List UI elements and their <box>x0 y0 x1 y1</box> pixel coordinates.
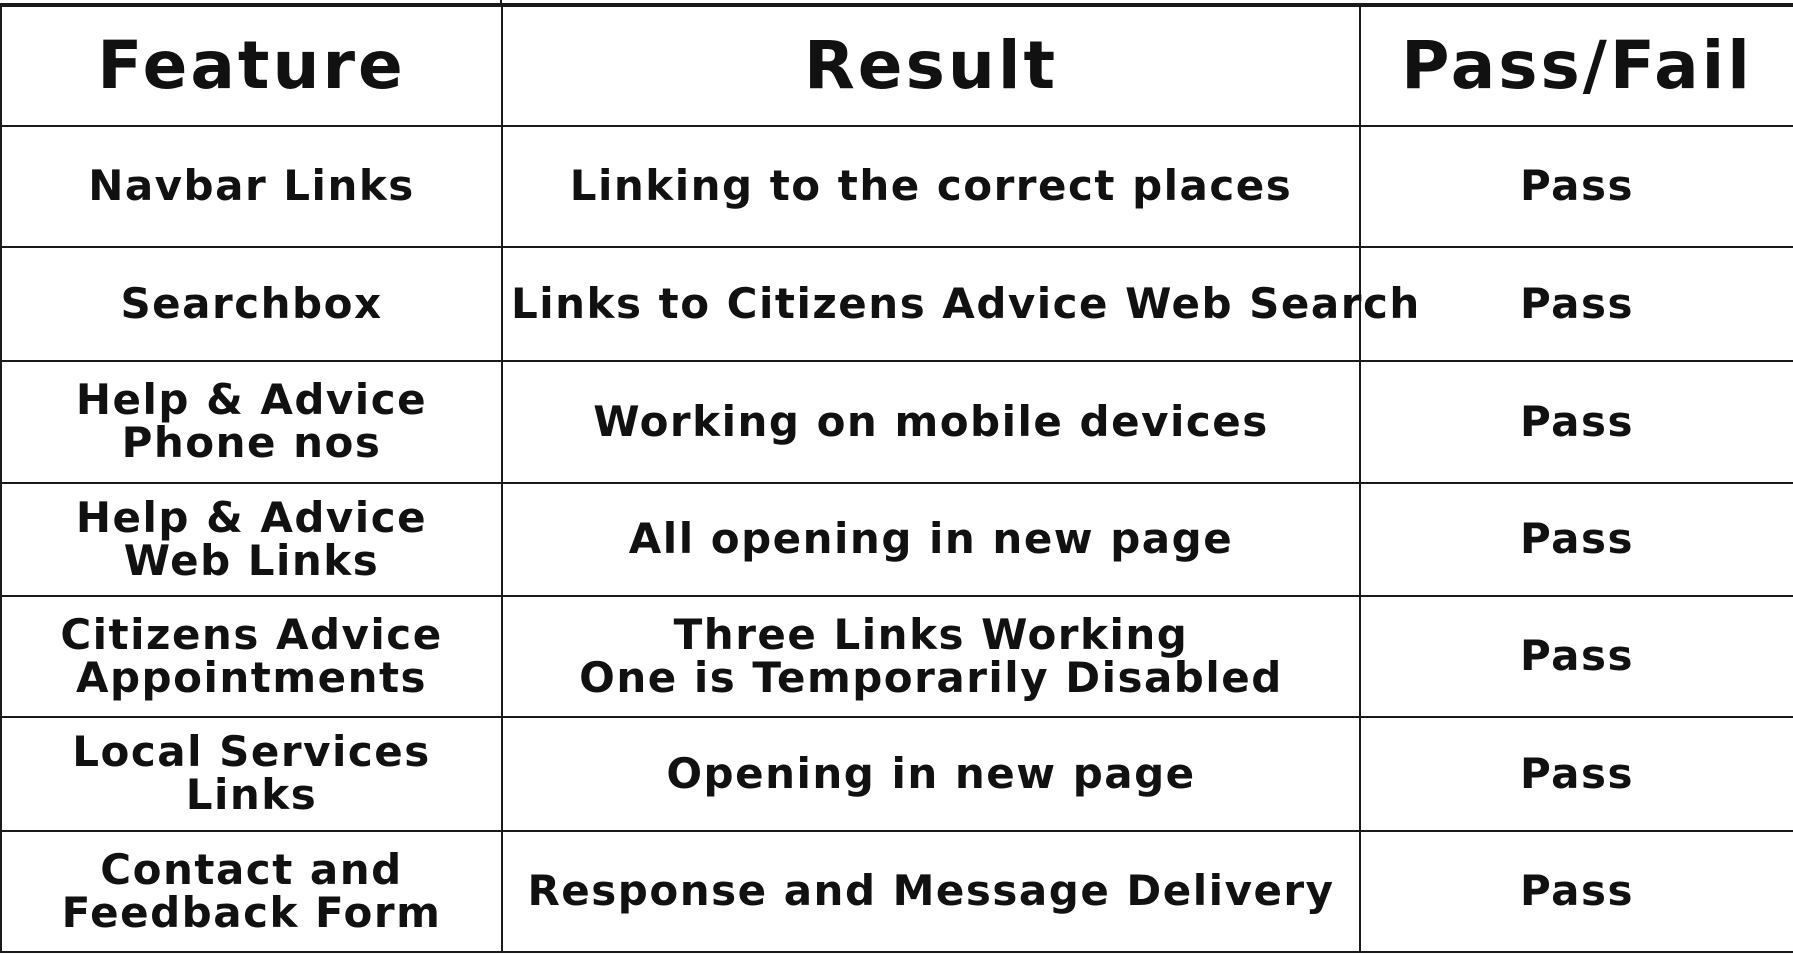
result-text: Links to Citizens Advice Web Search <box>511 278 1421 328</box>
status-cell: Pass <box>1359 482 1793 597</box>
feature-text-line-2: Feedback Form <box>61 887 442 937</box>
result-cell: Links to Citizens Advice Web Search <box>501 246 1421 362</box>
header-feature: Feature <box>0 5 503 127</box>
feature-text-line-1: Help & Advice <box>75 375 428 425</box>
feature-cell: Searchbox <box>0 246 503 362</box>
feature-text-line-2: Phone nos <box>121 418 382 467</box>
header-row: Feature Result Pass/Fail <box>0 5 1793 127</box>
result-cell: Three Links Working One is Temporarily D… <box>501 595 1361 718</box>
status-cell: Pass <box>1359 716 1793 832</box>
feature-text: Navbar Links <box>88 161 415 211</box>
result-text-line-1: Three Links Working <box>673 609 1189 659</box>
status-cell: Pass <box>1359 246 1793 362</box>
status-cell: Pass <box>1359 125 1793 248</box>
feature-text-line-1: Local Services <box>72 727 431 777</box>
result-text: Linking to the correct places <box>569 161 1293 211</box>
result-text-line-2: One is Temporarily Disabled <box>579 652 1283 702</box>
header-result: Result <box>501 5 1361 127</box>
result-text: Working on mobile devices <box>593 396 1269 446</box>
result-cell: Response and Message Delivery <box>501 830 1361 953</box>
feature-text: Searchbox <box>120 278 383 328</box>
feature-text-line-2: Links <box>185 770 318 819</box>
result-cell: Opening in new page <box>501 716 1361 832</box>
status-cell: Pass <box>1359 830 1793 953</box>
header-pass-fail: Pass/Fail <box>1359 5 1793 127</box>
table-row: Citizens Advice Appointments Three Links… <box>0 595 1793 718</box>
table-row: Local Services Links Opening in new page… <box>0 716 1793 832</box>
feature-cell: Help & Advice Web Links <box>0 482 503 597</box>
feature-text-line-2: Appointments <box>75 652 428 702</box>
status-cell: Pass <box>1359 595 1793 718</box>
result-cell: All opening in new page <box>501 482 1361 597</box>
feature-cell: Help & Advice Phone nos <box>0 360 503 484</box>
result-text: Opening in new page <box>666 748 1196 798</box>
feature-cell: Citizens Advice Appointments <box>0 595 503 718</box>
feature-cell: Contact and Feedback Form <box>0 830 503 953</box>
table-row: Help & Advice Phone nos Working on mobil… <box>0 360 1793 484</box>
feature-cell: Local Services Links <box>0 716 503 832</box>
result-text: Response and Message Delivery <box>527 866 1335 916</box>
result-cell: Working on mobile devices <box>501 360 1361 484</box>
result-text: All opening in new page <box>628 514 1234 564</box>
feature-text-line-1: Citizens Advice <box>60 609 443 659</box>
feature-text-line-1: Help & Advice <box>75 492 428 542</box>
status-cell: Pass <box>1359 360 1793 484</box>
table-row: Contact and Feedback Form Response and M… <box>0 830 1793 953</box>
feature-text-line-1: Contact and <box>100 844 403 894</box>
feature-text-line-2: Web Links <box>123 535 380 585</box>
top-rule-stub <box>500 0 502 4</box>
table-row: Searchbox Links to Citizens Advice Web S… <box>0 246 1793 362</box>
table-row: Help & Advice Web Links All opening in n… <box>0 482 1793 597</box>
result-cell: Linking to the correct places <box>501 125 1361 248</box>
table-row: Navbar Links Linking to the correct plac… <box>0 125 1793 248</box>
test-results-table: Feature Result Pass/Fail Navbar Links Li… <box>0 5 1793 953</box>
feature-cell: Navbar Links <box>0 125 503 248</box>
top-rule <box>0 3 1793 5</box>
